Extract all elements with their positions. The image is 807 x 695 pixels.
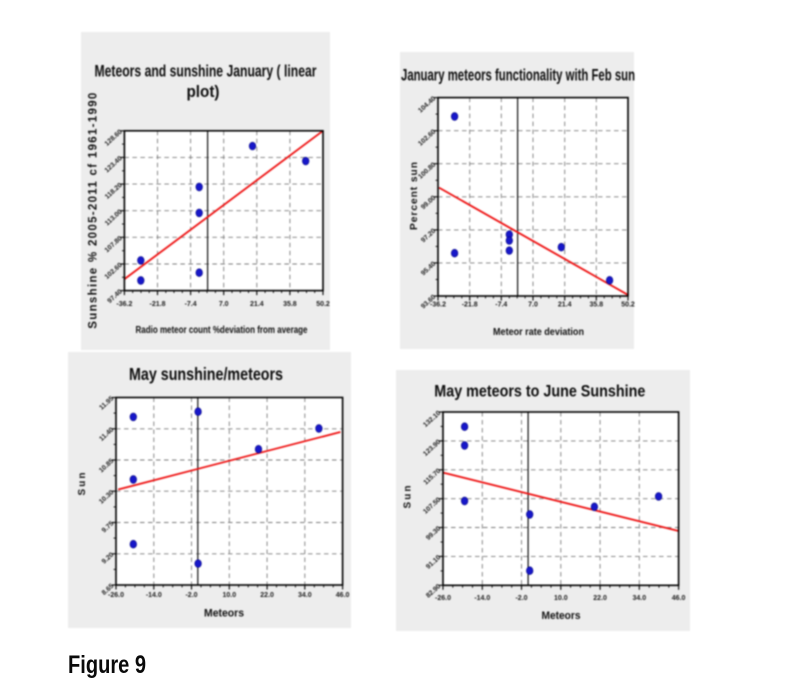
svg-text:Sun: Sun	[77, 473, 88, 496]
svg-text:35.8: 35.8	[283, 301, 297, 308]
svg-text:Sunshine % 2005-2011 cf 1961-: Sunshine % 2005-2011 cf 1961-1990	[88, 93, 100, 329]
svg-text:10.0: 10.0	[554, 595, 568, 602]
svg-text:Figure 9: Figure 9	[68, 651, 146, 679]
svg-text:46.0: 46.0	[672, 595, 686, 602]
svg-text:50.2: 50.2	[621, 302, 635, 309]
svg-text:35.8: 35.8	[589, 302, 603, 309]
svg-text:-36.2: -36.2	[430, 302, 446, 309]
svg-text:-36.2: -36.2	[116, 301, 132, 308]
svg-text:10.0: 10.0	[222, 592, 236, 599]
svg-text:Meteors: Meteors	[542, 610, 581, 622]
svg-text:-21.8: -21.8	[462, 302, 478, 309]
svg-text:22.0: 22.0	[593, 595, 607, 602]
svg-text:21.4: 21.4	[558, 302, 572, 309]
svg-text:-14.0: -14.0	[474, 595, 490, 602]
svg-text:-7.4: -7.4	[185, 301, 197, 308]
svg-text:34.0: 34.0	[632, 595, 646, 602]
svg-text:21.4: 21.4	[250, 301, 264, 308]
svg-text:34.0: 34.0	[298, 592, 312, 599]
svg-text:50.2: 50.2	[316, 301, 330, 308]
svg-text:-7.4: -7.4	[495, 302, 507, 309]
svg-text:-26.0: -26.0	[108, 592, 124, 599]
svg-text:Meteors and sunshine January: Meteors and sunshine January ( linear	[95, 63, 317, 81]
svg-text:-26.0: -26.0	[435, 595, 451, 602]
svg-text:January meteors functionalit: January meteors functionality with Feb s…	[401, 65, 635, 84]
svg-text:Sun: Sun	[403, 486, 414, 509]
svg-text:Meteors: Meteors	[204, 608, 244, 620]
svg-text:Meteor rate deviation: Meteor rate deviation	[493, 326, 584, 338]
svg-text:46.0: 46.0	[336, 592, 350, 599]
svg-text:Percent sun: Percent sun	[409, 162, 420, 230]
svg-text:-14.0: -14.0	[146, 592, 162, 599]
svg-text:May sunshine/meteors: May sunshine/meteors	[129, 364, 283, 384]
svg-text:-2.0: -2.0	[185, 592, 197, 599]
svg-text:7.0: 7.0	[219, 301, 229, 308]
svg-text:plot): plot)	[187, 83, 220, 101]
svg-text:7.0: 7.0	[528, 302, 538, 309]
svg-text:Radio meteor count %deviation: Radio meteor count %deviation from avera…	[136, 324, 308, 336]
svg-text:May meteors to June Sunshine: May meteors to June Sunshine	[434, 382, 645, 401]
svg-text:-2.0: -2.0	[515, 595, 527, 602]
svg-text:-21.8: -21.8	[150, 301, 166, 308]
svg-text:22.0: 22.0	[260, 592, 274, 599]
